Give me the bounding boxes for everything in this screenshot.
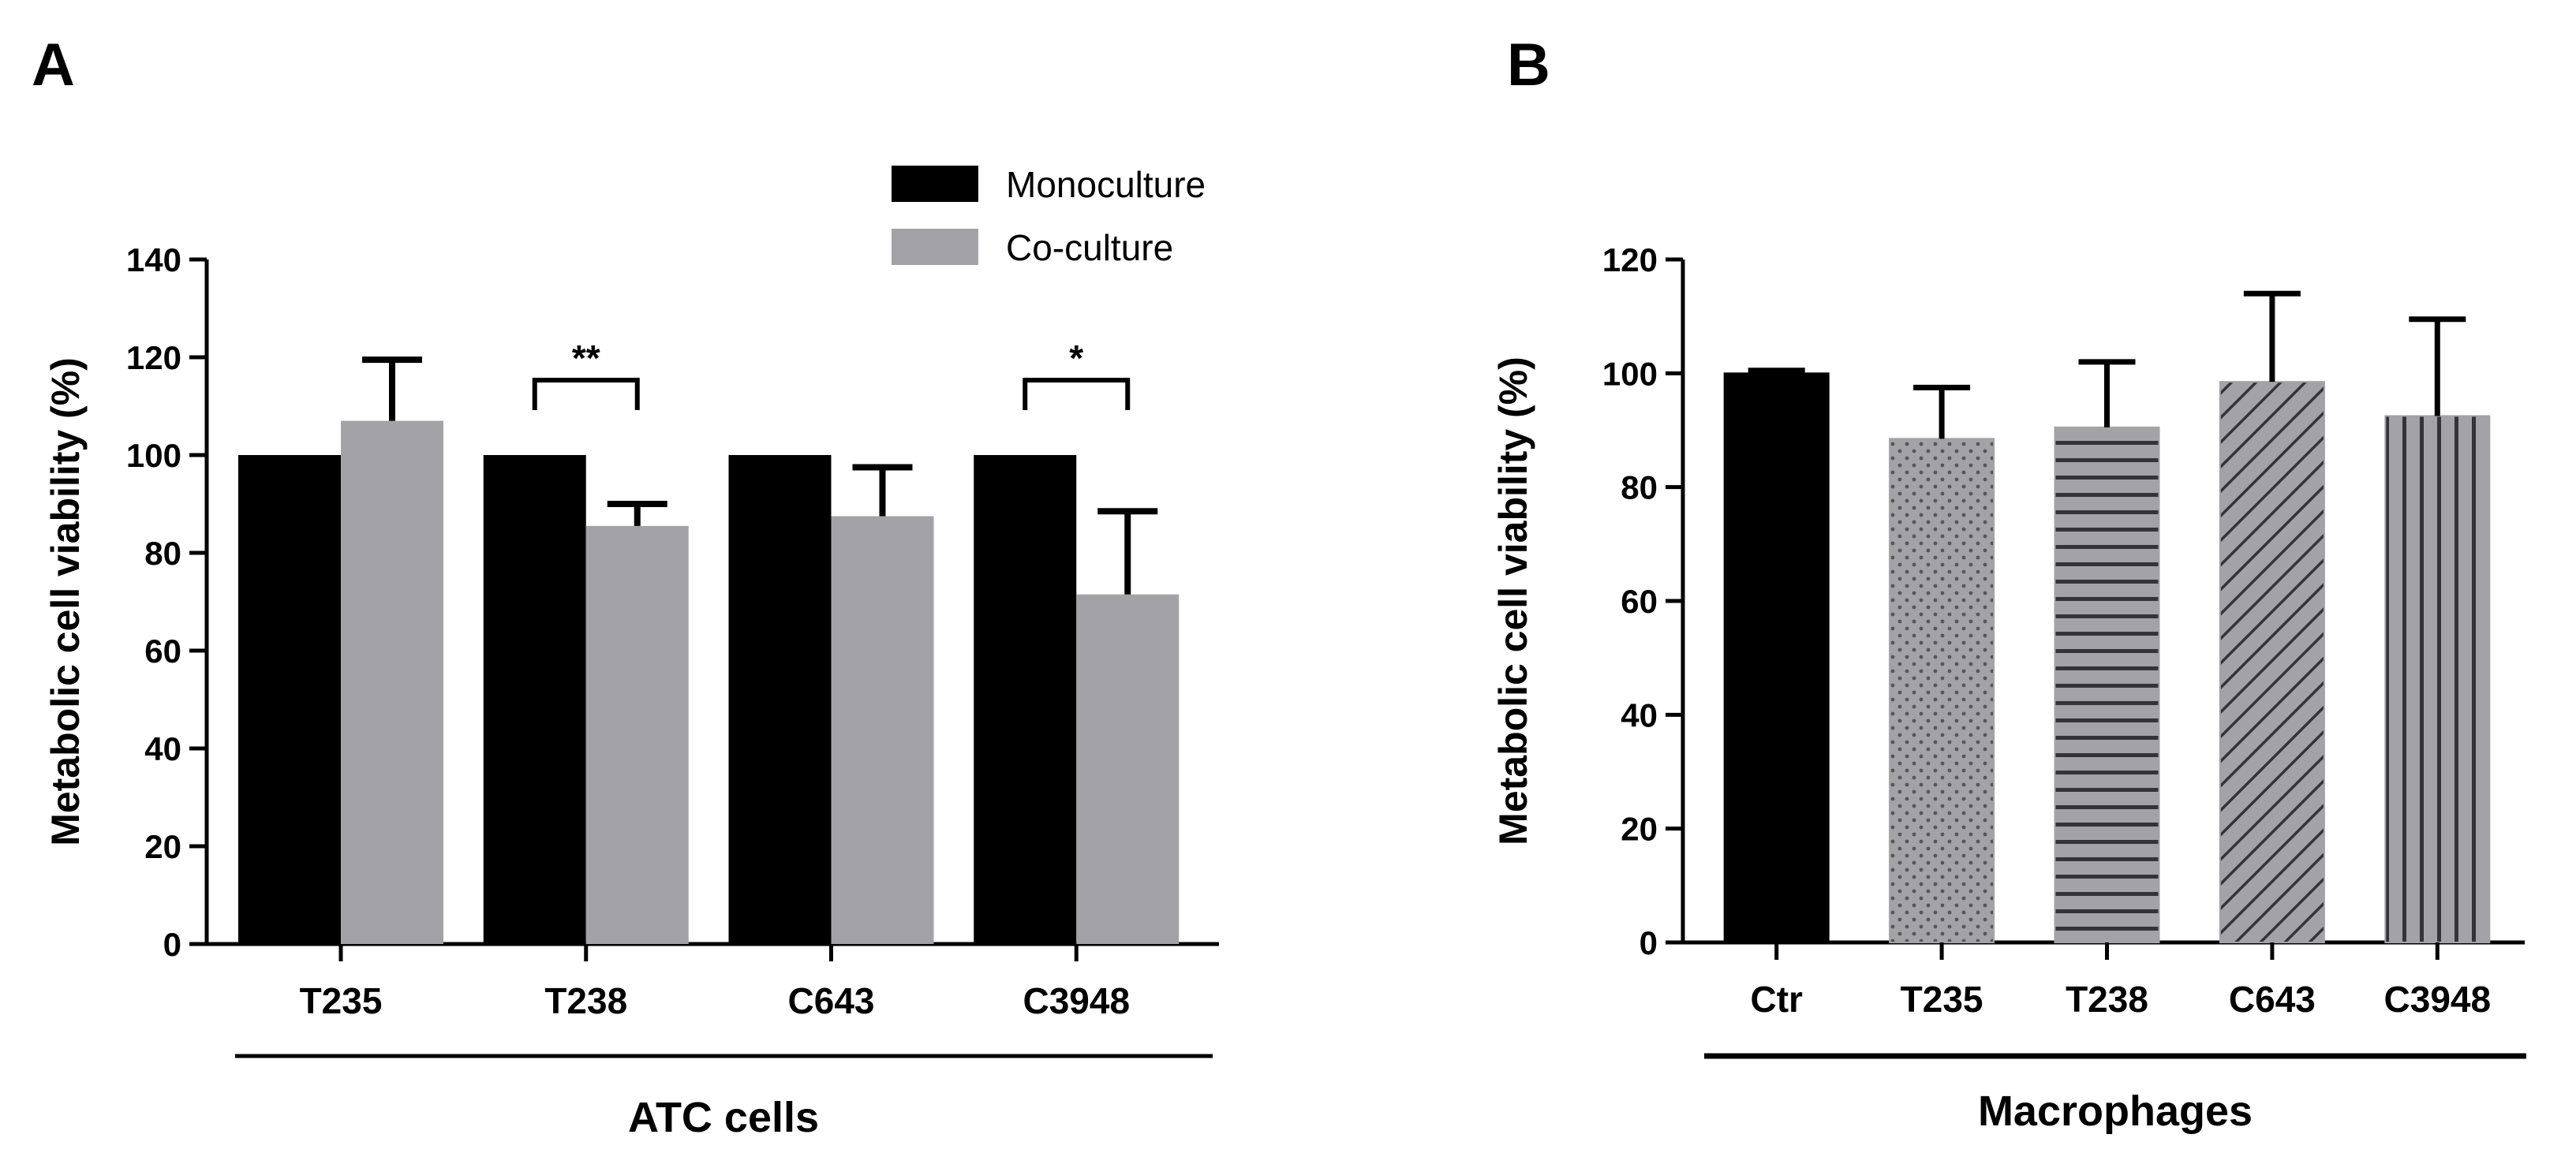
x-tick-label: C643 bbox=[788, 980, 875, 1021]
x-axis-label: ATC cells bbox=[628, 1094, 819, 1141]
y-tick-label: 40 bbox=[144, 730, 181, 767]
legend-label: Co-culture bbox=[1006, 227, 1173, 268]
y-axis-label: Metabolic cell viability (%) bbox=[1491, 356, 1535, 845]
x-tick-label: T235 bbox=[300, 980, 383, 1021]
x-tick-label: T235 bbox=[1901, 979, 1983, 1020]
x-axis-label: Macrophages bbox=[1978, 1088, 2253, 1135]
x-tick-label: C643 bbox=[2229, 979, 2316, 1020]
bar-c3948 bbox=[2384, 415, 2491, 943]
y-tick-label: 60 bbox=[144, 633, 181, 670]
bar-coculture bbox=[831, 516, 934, 944]
x-tick-label: Ctr bbox=[1750, 979, 1803, 1020]
bar-coculture bbox=[585, 525, 689, 944]
legend-label: Monoculture bbox=[1006, 164, 1206, 205]
y-tick-label: 0 bbox=[1639, 924, 1658, 961]
bar-monoculture bbox=[974, 455, 1077, 944]
panel-a-letter: A bbox=[32, 32, 75, 99]
y-tick-label: 120 bbox=[1602, 241, 1658, 278]
bar-t235 bbox=[1889, 438, 1995, 943]
significance-bracket bbox=[532, 378, 640, 410]
x-tick-label: T238 bbox=[2066, 979, 2148, 1020]
bar-ctr bbox=[1723, 372, 1830, 944]
legend-swatch-coculture bbox=[892, 229, 978, 265]
bar-c643 bbox=[2219, 381, 2325, 943]
x-tick-label: C3948 bbox=[1023, 980, 1130, 1021]
x-tick-label: T238 bbox=[544, 980, 627, 1021]
y-axis-label: Metabolic cell viability (%) bbox=[43, 357, 88, 846]
y-tick-label: 80 bbox=[1621, 469, 1658, 506]
y-tick-label: 140 bbox=[126, 241, 181, 278]
y-tick-label: 20 bbox=[1621, 811, 1658, 848]
y-tick-label: 20 bbox=[144, 828, 181, 865]
bar-monoculture bbox=[238, 455, 341, 944]
bar-monoculture bbox=[728, 455, 832, 944]
panel-b-letter: B bbox=[1507, 32, 1550, 99]
bar-t238 bbox=[2054, 426, 2160, 943]
legend-swatch-monoculture bbox=[892, 166, 978, 202]
significance-label: ** bbox=[572, 338, 600, 379]
x-tick-label: C3948 bbox=[2384, 979, 2492, 1020]
bar-coculture bbox=[341, 420, 443, 944]
y-tick-label: 0 bbox=[163, 926, 181, 963]
y-tick-label: 80 bbox=[144, 535, 181, 572]
y-tick-label: 60 bbox=[1621, 583, 1658, 620]
significance-label: * bbox=[1069, 338, 1083, 379]
y-tick-label: 100 bbox=[1602, 355, 1658, 392]
bar-coculture bbox=[1076, 594, 1180, 944]
chart-b: 0 20 40 60 80 100 120 Metabolic cell viability … bbox=[1491, 241, 2526, 1135]
y-tick-label: 120 bbox=[126, 339, 181, 376]
chart-a: 0 20 40 60 80 100 120 140 Metabolic cell viabili… bbox=[43, 164, 1219, 1141]
y-tick-label: 100 bbox=[126, 437, 181, 474]
y-tick-label: 40 bbox=[1621, 696, 1658, 733]
bar-monoculture bbox=[483, 455, 586, 944]
significance-bracket bbox=[1023, 378, 1131, 410]
